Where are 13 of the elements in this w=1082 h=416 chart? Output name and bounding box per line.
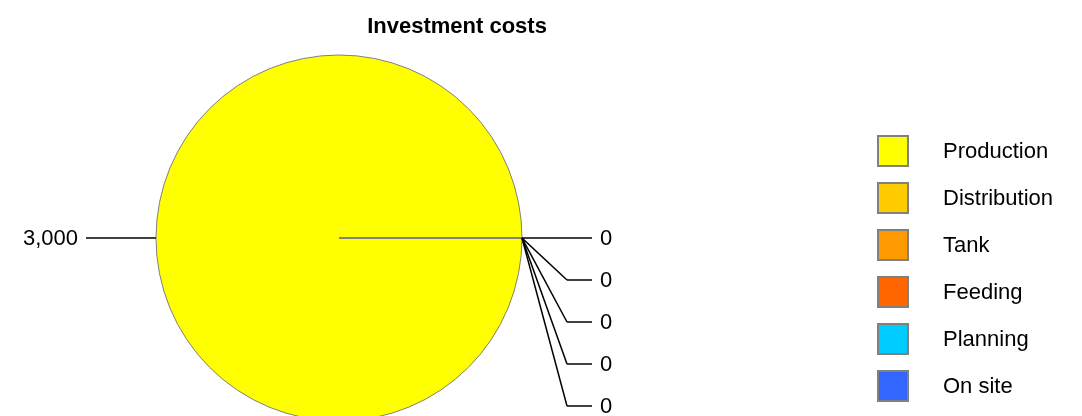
text: 0 <box>600 351 613 376</box>
legend-label: Planning <box>943 326 1029 351</box>
legend-label: Tank <box>943 232 991 257</box>
text: 0 <box>600 267 613 292</box>
legend-label: Feeding <box>943 279 1023 304</box>
text: 0 <box>600 393 613 416</box>
chart-title: Investment costs <box>367 13 547 38</box>
text: 0 <box>600 225 613 250</box>
data-label: 3,000 <box>22 225 78 250</box>
legend-label: Production <box>943 138 1049 163</box>
legend-label: Distribution <box>943 185 1054 210</box>
legend-label: On site <box>943 373 1013 398</box>
text: 0 <box>600 309 613 334</box>
